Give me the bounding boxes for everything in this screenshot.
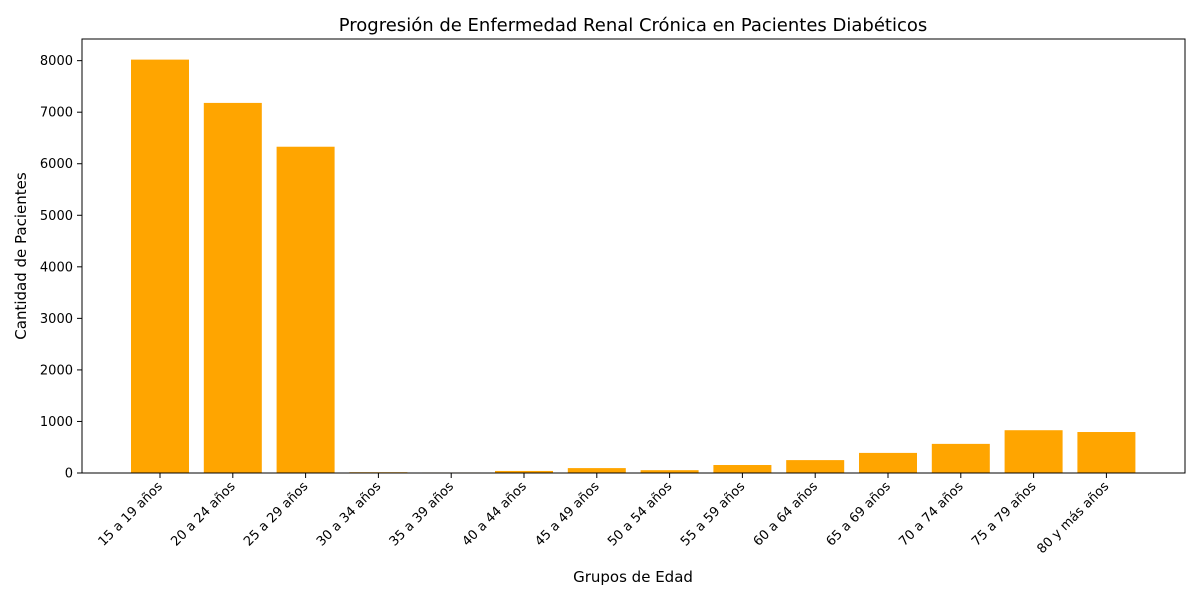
bar-9: [713, 465, 772, 473]
bar-10: [786, 460, 845, 473]
x-tick-label-9: 55 a 59 años: [678, 479, 748, 549]
bar-1: [131, 59, 189, 474]
x-tick-label-12: 70 a 74 años: [896, 479, 966, 549]
x-axis: 15 a 19 años 20 a 24 años 25 a 29 años 30 a…: [96, 473, 1112, 557]
y-tick-label-7: 6000: [40, 157, 73, 172]
y-tick-label-5: 4000: [40, 260, 73, 275]
x-tick-label-4: 30 a 34 años: [314, 479, 384, 549]
y-tick-label-1: 0: [65, 467, 73, 482]
x-axis-title: Grupos de Edad: [573, 568, 693, 586]
bar-6: [495, 470, 553, 473]
bar-8: [640, 470, 699, 473]
y-tick-label-3: 2000: [40, 363, 73, 378]
y-axis-title: Cantidad de Pacientes: [12, 172, 30, 340]
bar-3: [276, 146, 335, 474]
x-tick-label-10: 60 a 64 años: [751, 479, 821, 549]
x-tick-label-5: 35 a 39 años: [387, 479, 457, 549]
x-tick-label-14: 80 y más años: [1034, 479, 1112, 557]
bar-13: [1004, 430, 1063, 473]
y-tick-label-8: 7000: [40, 106, 73, 121]
y-tick-label-2: 1000: [40, 415, 73, 430]
x-tick-label-8: 50 a 54 años: [605, 479, 675, 549]
x-tick-label-6: 40 a 44 años: [460, 479, 530, 549]
x-tick-label-13: 75 a 79 años: [969, 479, 1039, 549]
x-tick-label-1: 15 a 19 años: [96, 479, 166, 549]
plot-area: [81, 38, 1186, 474]
bar-14: [1077, 432, 1136, 473]
bar-2: [203, 102, 262, 473]
y-axis: 0 1000 2000 3000 4000 5000 6000 7000 8000: [40, 54, 82, 482]
x-tick-label-11: 65 a 69 años: [824, 479, 894, 549]
bar-11: [859, 452, 917, 473]
bar-7: [567, 468, 626, 473]
x-tick-label-3: 25 a 29 años: [241, 479, 311, 549]
y-tick-label-4: 3000: [40, 312, 73, 327]
y-tick-label-9: 8000: [40, 54, 73, 69]
x-tick-label-7: 45 a 49 años: [532, 479, 602, 549]
y-tick-label-6: 5000: [40, 209, 73, 224]
x-tick-label-2: 20 a 24 años: [168, 479, 238, 549]
bar-12: [931, 443, 990, 473]
plot-frame: [81, 38, 1186, 474]
chart-title: Progresión de Enfermedad Renal Crónica e…: [339, 15, 928, 36]
